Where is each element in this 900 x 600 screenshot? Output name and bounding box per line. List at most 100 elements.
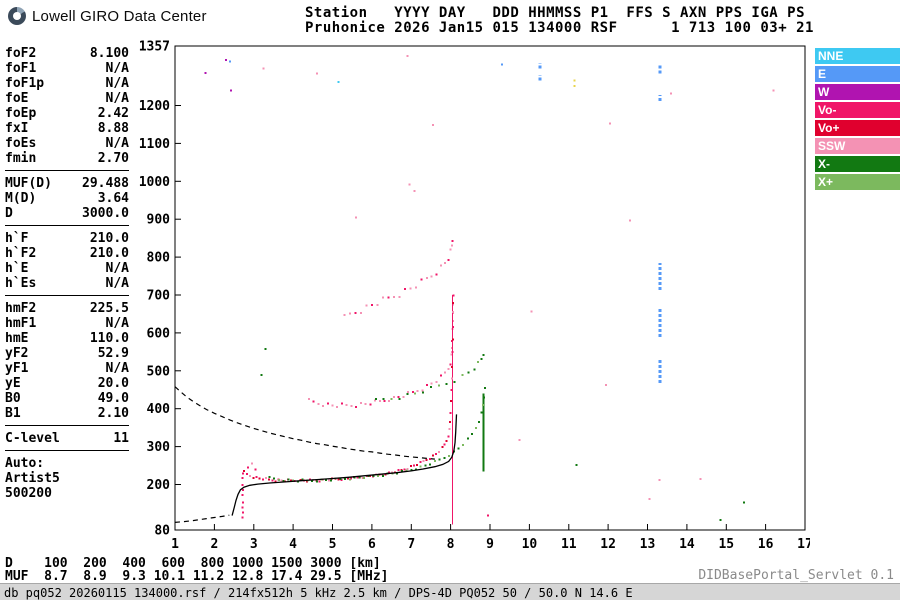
param-row-d: D 3000.0 [5,206,129,221]
svg-text:7: 7 [407,537,415,552]
param-row-h-es: h`Es N/A [5,276,129,291]
param-label: fmin [5,151,37,166]
panel-separator [5,170,129,171]
param-label: foEs [5,136,37,151]
param-label: h`F2 [5,246,37,261]
param-label: Artist5 [5,471,60,486]
svg-text:12: 12 [600,537,616,552]
trace-true-height-profile [231,414,458,516]
svg-text:900: 900 [147,213,171,228]
param-value: N/A [105,261,129,276]
svg-text:9: 9 [486,537,494,552]
param-label: h`E [5,261,29,276]
param-value: 3.64 [97,191,129,206]
param-row-foe: foE N/A [5,91,129,106]
param-value: 210.0 [89,246,129,261]
parameter-panel: foF2 8.100 foF1 N/A foF1p N/A foE N/A foEp 2.42 fx… [5,46,129,501]
param-value: 8.88 [97,121,129,136]
param-row-fof1p: foF1p N/A [5,76,129,91]
param-value: N/A [105,136,129,151]
svg-text:300: 300 [147,440,171,455]
svg-text:4: 4 [289,537,297,552]
param-value: N/A [105,276,129,291]
param-label: B0 [5,391,21,406]
param-label: hmF2 [5,301,37,316]
legend-item-x: X+ [815,174,900,190]
svg-text:1200: 1200 [139,99,170,114]
param-row-500200: 500200 [5,486,129,501]
param-row-artist5: Artist5 [5,471,129,486]
param-row-auto: Auto: [5,456,129,471]
svg-text:6: 6 [368,537,376,552]
svg-text:1000: 1000 [139,175,170,190]
svg-text:200: 200 [147,478,171,493]
param-label: h`Es [5,276,37,291]
legend-item-x: X- [815,156,900,172]
station-header-values: Pruhonice 2026 Jan15 015 134000 RSF 1 71… [305,20,814,36]
param-label: M(D) [5,191,37,206]
svg-text:10: 10 [522,537,538,552]
param-row-ye: yE 20.0 [5,376,129,391]
param-value: N/A [105,76,129,91]
trace-muf-transmission-curve [174,386,435,460]
svg-text:13: 13 [640,537,656,552]
legend-item-ssw: SSW [815,138,900,154]
param-value: N/A [105,361,129,376]
svg-text:500: 500 [147,364,171,379]
svg-text:14: 14 [679,537,695,552]
svg-text:1100: 1100 [139,137,170,152]
param-value: 110.0 [89,331,129,346]
param-value: 225.5 [89,301,129,316]
param-value: 8.100 [89,46,129,61]
svg-text:800: 800 [147,251,171,266]
svg-text:5: 5 [329,537,337,552]
param-row-yf1: yF1 N/A [5,361,129,376]
param-row-fof1: foF1 N/A [5,61,129,76]
muf-row: MUF 8.7 8.9 9.3 10.1 11.2 12.8 17.4 29.5… [5,569,389,584]
panel-separator [5,425,129,426]
param-row-b0: B0 49.0 [5,391,129,406]
param-label: foF1 [5,61,37,76]
legend-item-e: E [815,66,900,82]
ionogram-plot: 8020030040050060070080090010001100120013… [139,40,810,553]
svg-text:1357: 1357 [139,40,170,55]
traces [174,55,775,525]
param-row-foes: foEs N/A [5,136,129,151]
param-label: yE [5,376,21,391]
trace-sub-fmin-model [174,514,230,523]
param-row-hmf1: hmF1 N/A [5,316,129,331]
param-label: h`F [5,231,29,246]
param-value: 210.0 [89,231,129,246]
station-header-columns: Station YYYY DAY DDD HHMMSS P1 FFS S AXN… [305,5,806,21]
echo-color-legend: NNE E W Vo- Vo+ SSW X- X+ [815,48,900,192]
param-row-h-f: h`F 210.0 [5,231,129,246]
param-label: D [5,206,13,221]
param-label: yF2 [5,346,29,361]
param-row-fmin: fmin 2.70 [5,151,129,166]
param-row-fof2: foF2 8.100 [5,46,129,61]
svg-text:600: 600 [147,326,171,341]
param-label: hmF1 [5,316,37,331]
giro-branding: Lowell GIRO Data Center [8,7,207,25]
status-text: db pq052 20260115 134000.rsf / 214fx512h… [4,586,633,600]
svg-text:2: 2 [210,537,218,552]
svg-text:8: 8 [447,537,455,552]
param-value: 52.9 [97,346,129,361]
param-label: 500200 [5,486,52,501]
param-label: yF1 [5,361,29,376]
svg-text:17: 17 [797,537,810,552]
x-axis: 1 2 3 4 5 6 7 8 9 10 11 12 13 14 15 16 17 [171,524,810,552]
param-label: B1 [5,406,21,421]
panel-separator [5,225,129,226]
trace-noise-specks [204,55,775,522]
legend-item-nne: NNE [815,48,900,64]
param-label: fxI [5,121,29,136]
status-bar: db pq052 20260115 134000.rsf / 214fx512h… [0,583,900,600]
station-header: Station YYYY DAY DDD HHMMSS P1 FFS S AXN… [305,6,814,36]
svg-text:1: 1 [171,537,179,552]
param-row-h-e: h`E N/A [5,261,129,276]
param-row-muf-d: MUF(D) 29.488 [5,176,129,191]
param-row-yf2: yF2 52.9 [5,346,129,361]
y-axis: 80 200 300 400 500 600 700 800 900 1000 1100 1200 13… [139,40,181,539]
